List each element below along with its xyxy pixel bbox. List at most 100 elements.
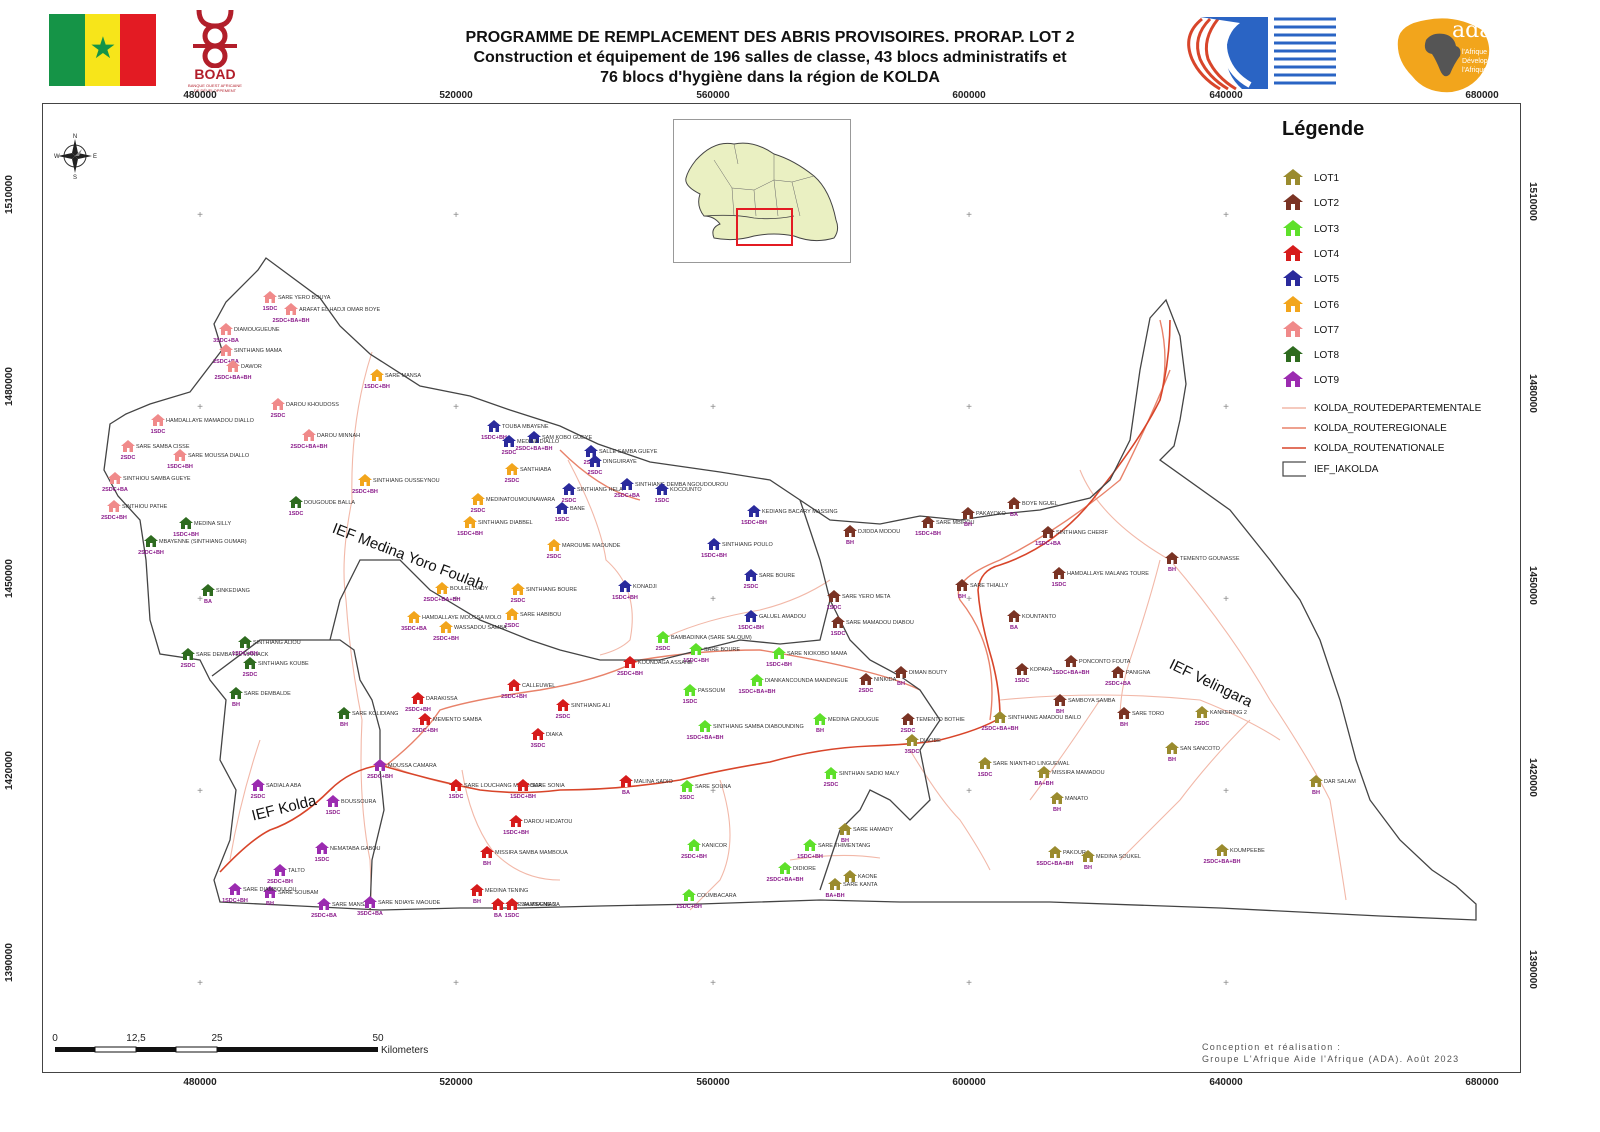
site-info: 2SDC <box>1195 721 1210 727</box>
legend-item-lot: LOT2 <box>1280 193 1510 213</box>
site-marker <box>656 631 670 643</box>
road-line-icon <box>1282 426 1306 429</box>
site-info: BH <box>841 838 849 844</box>
site-info: 2SDC+BA+BH <box>1204 859 1241 865</box>
road-line-icon <box>1282 406 1306 409</box>
site-info: 2SDC+BA <box>311 913 337 919</box>
grid-crosses: +++++++++++++++++++++++++ <box>197 210 1229 989</box>
site-info: 2SDC <box>656 646 671 652</box>
site-marker <box>1007 610 1021 622</box>
site-info: 5SDC+BA+BH <box>1037 861 1074 867</box>
site-marker <box>251 779 265 791</box>
site-info: 2SDC <box>901 728 916 734</box>
site-marker <box>284 303 298 315</box>
site-marker <box>828 878 842 890</box>
site-info: 1SDC+BH <box>741 520 767 526</box>
site-info: 3SDC+BA <box>357 911 383 917</box>
x-tick-top: 680000 <box>1465 90 1499 101</box>
title-line-3: 76 blocs d'hygiène dans la région de KOL… <box>600 69 940 86</box>
site-marker <box>619 775 633 787</box>
legend-label: LOT5 <box>1314 274 1340 286</box>
legend-label: LOT1 <box>1314 173 1340 184</box>
x-tick-top: 480000 <box>183 90 217 101</box>
site-name: DIMAN BOUTY <box>909 670 948 676</box>
x-tick-top: 600000 <box>952 90 986 101</box>
grid-cross: + <box>966 594 972 605</box>
site-info: BH <box>1168 757 1176 763</box>
legend-item-lot: LOT5 <box>1280 269 1510 289</box>
credit: Conception et réalisation : Groupe L'Afr… <box>1202 1041 1522 1065</box>
site-name: SINTHIANG BOURE <box>526 587 577 593</box>
site-marker <box>1037 766 1051 778</box>
site-name: DAR SALAM <box>1324 779 1356 785</box>
site-name: SARE SOUBAM <box>278 890 319 896</box>
site-marker <box>680 780 694 792</box>
site-marker <box>1111 666 1125 678</box>
site-name: SINTHIANG KOUBE <box>258 661 309 667</box>
site-name: SALIKEGNE 2 <box>520 902 556 908</box>
africa-map-icon <box>1397 18 1490 93</box>
x-tick-bottom: 480000 <box>183 1077 217 1088</box>
site-info: 2SDC <box>505 623 520 629</box>
site-marker <box>1064 655 1078 667</box>
grid-cross: + <box>197 594 203 605</box>
legend-item-road: KOLDA_ROUTEREGIONALE <box>1280 418 1510 438</box>
site-marker <box>555 502 569 514</box>
site-name: MBAYENNE (SINTHIANG OUMAR) <box>159 539 247 545</box>
site-info: BH <box>473 899 481 905</box>
site-info: BH <box>816 728 824 734</box>
site-marker <box>289 496 303 508</box>
site-info: BH <box>846 540 854 546</box>
site-marker <box>1165 742 1179 754</box>
grid-cross: + <box>710 402 716 413</box>
title-line-2: Construction et équipement de 196 salles… <box>473 49 1067 66</box>
site-marker <box>921 516 935 528</box>
site-info: 2SDC <box>181 663 196 669</box>
house-icon <box>1282 168 1306 188</box>
ada-logo: ada l'Afrique Développe l'Afrique <box>1396 14 1502 94</box>
site-name: KOPARA <box>1030 667 1053 673</box>
site-info: 1SDC+BH <box>167 464 193 470</box>
site-marker <box>803 839 817 851</box>
site-info: 1SDC <box>449 794 464 800</box>
boundary-box-icon <box>1282 461 1306 477</box>
senegal-outline-icon <box>685 142 839 246</box>
site-info: 2SDC+BH <box>367 774 393 780</box>
site-marker <box>901 713 915 725</box>
site-info: BH <box>1056 709 1064 715</box>
site-info: 2SDC <box>251 794 266 800</box>
site-name: MEDINA SILLY <box>194 521 232 527</box>
site-name: MEMENTO SAMBA <box>433 717 482 723</box>
site-marker <box>978 757 992 769</box>
site-info: 2SDC <box>547 554 562 560</box>
site-info: 3SDC <box>905 749 920 755</box>
site-marker <box>505 898 519 910</box>
site-name: SINTHIANG OUSSEYNOU <box>373 478 440 484</box>
site-name: SINTHIANG SAMBA DIABOUNDING <box>713 724 804 730</box>
legend-item-road: KOLDA_ROUTEDEPARTEMENTALE <box>1280 398 1510 418</box>
site-marker <box>894 666 908 678</box>
site-marker <box>179 517 193 529</box>
site-marker <box>527 431 541 443</box>
site-marker <box>747 505 761 517</box>
scale-tick: 50 <box>372 1033 384 1044</box>
site-info: 1SDC <box>555 517 570 523</box>
site-marker <box>683 684 697 696</box>
site-name: SARE DIAMBOULOU <box>243 887 297 893</box>
site-marker <box>1041 526 1055 538</box>
site-info: BA <box>622 790 630 796</box>
site-info: 2SDC <box>271 413 286 419</box>
grid-cross: + <box>453 210 459 221</box>
site-info: 2SDC+BH <box>617 671 643 677</box>
site-name: NEMATABA GABOU <box>330 846 381 852</box>
grid-cross: + <box>1223 786 1229 797</box>
site-info: 1SDC <box>655 498 670 504</box>
site-info: 1SDC+BH <box>364 384 390 390</box>
site-marker <box>778 862 792 874</box>
site-marker <box>556 699 570 711</box>
site-name: PASSOUM <box>698 688 726 694</box>
site-name: COUMBACARA <box>697 893 737 899</box>
site-name: SINTHIOU PATHE <box>122 504 168 510</box>
site-info: 1SDC+BH <box>915 531 941 537</box>
site-name: SARE KANTA <box>843 882 878 888</box>
